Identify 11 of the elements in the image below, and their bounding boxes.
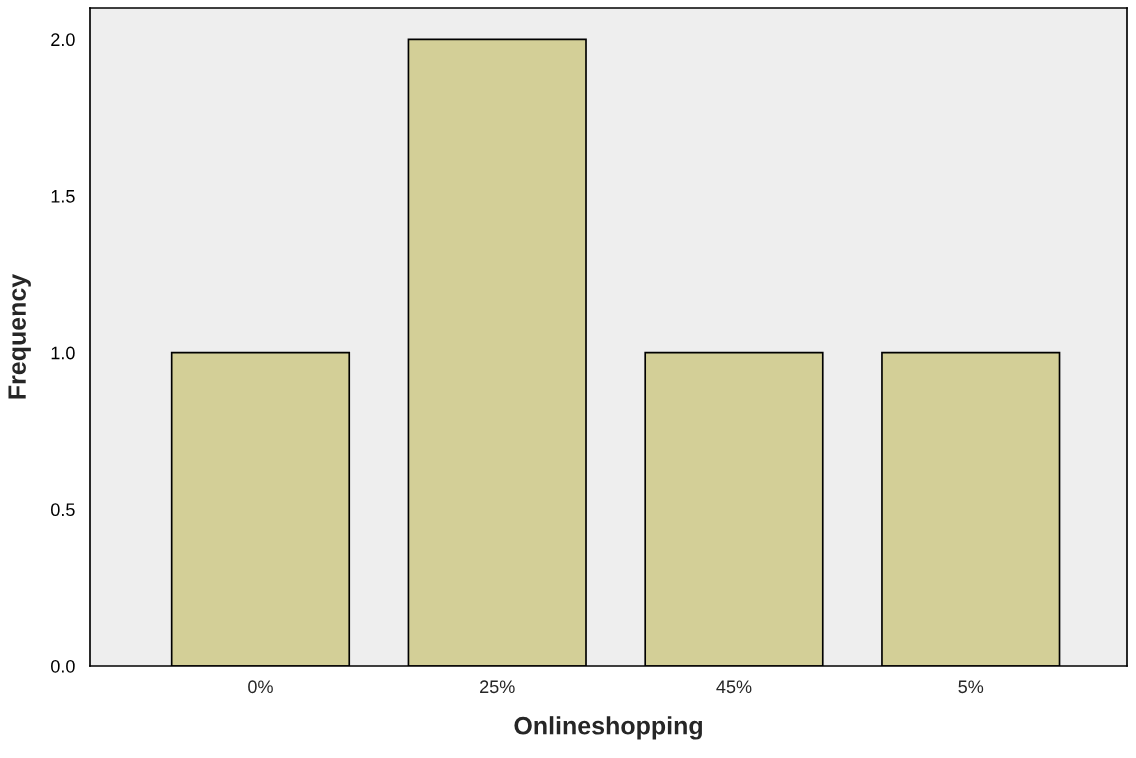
x-tick-label: 25% xyxy=(480,680,515,694)
y-tick-label: 1.0 xyxy=(51,346,75,360)
y-tick-label: 0.5 xyxy=(51,503,75,517)
x-tick-label: 0% xyxy=(248,680,273,694)
y-tick-label: 1.5 xyxy=(51,190,75,203)
y-tick-label: 0.0 xyxy=(51,659,75,673)
x-tick-label: 5% xyxy=(958,680,984,694)
y-tick-label: 2.0 xyxy=(51,33,75,47)
x-tick-label: 45% xyxy=(716,680,752,694)
x-axis-title: Onlineshopping xyxy=(514,716,702,740)
y-axis-title: Frequency xyxy=(8,273,31,399)
